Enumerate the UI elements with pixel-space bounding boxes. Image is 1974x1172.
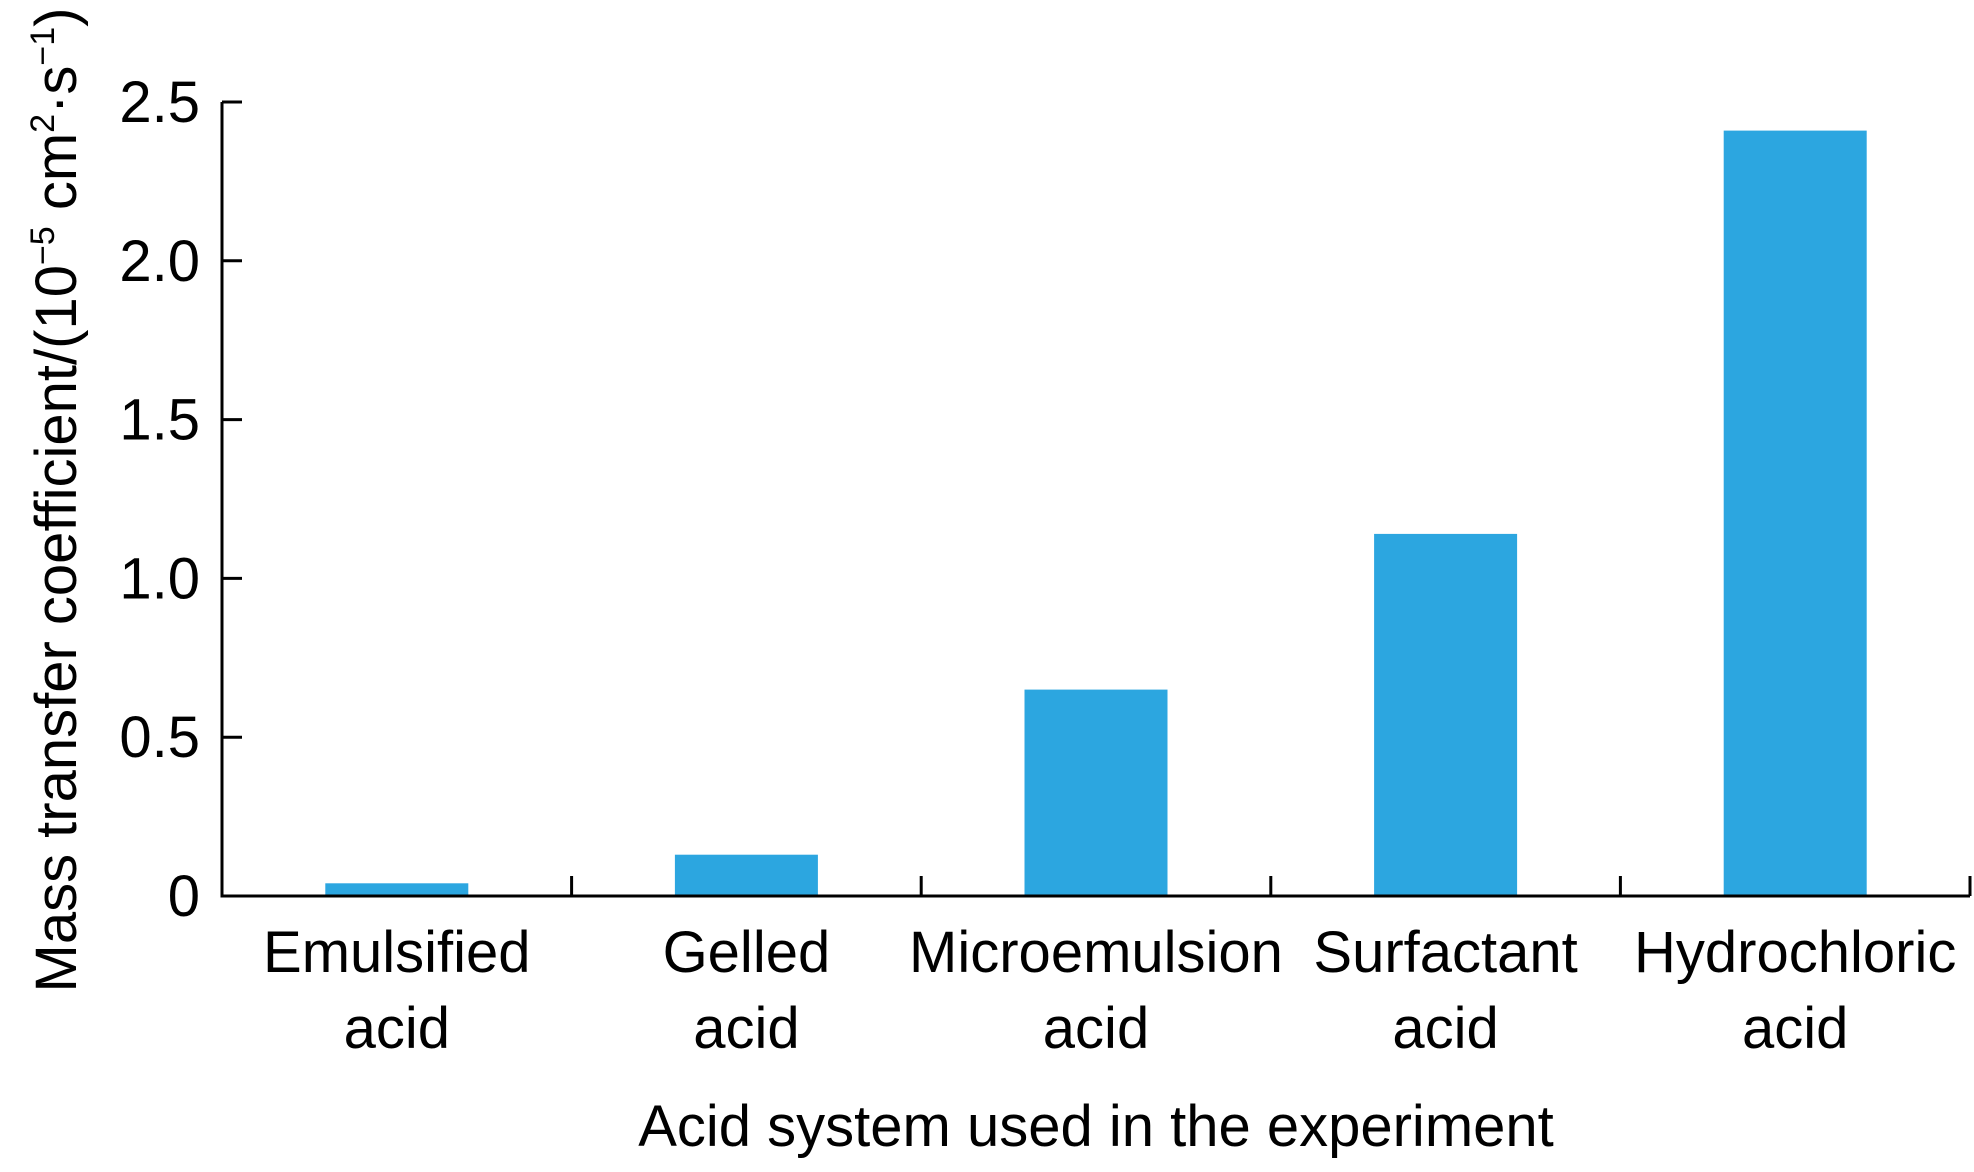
x-category-labels: Emulsified acid Gelled acid Microemulsion aci… (263, 920, 1956, 1061)
bar-2 (674, 854, 818, 896)
bar-5 (1723, 130, 1867, 897)
x-category-label-2-line1: Gelled (663, 920, 831, 985)
y-title-exp3: −1 (24, 27, 62, 66)
x-category-label-3-line1: Microemulsion (909, 920, 1283, 985)
y-title-end: ) (24, 7, 89, 26)
y-tick-label: 2.0 (119, 229, 200, 294)
y-title-mid: cm (24, 133, 89, 226)
x-axis-title: Acid system used in the experiment (638, 1094, 1554, 1159)
x-category-label-1-line2: acid (344, 996, 450, 1061)
y-title-exp2: 2 (24, 114, 62, 133)
y-tick-label: 1.0 (119, 546, 200, 611)
bar-1 (325, 883, 469, 896)
y-title-dot: ·s (24, 66, 89, 114)
y-tick-label: 0 (168, 864, 200, 929)
y-tick-label: 0.5 (119, 705, 200, 770)
x-category-label-4-line1: Surfactant (1313, 920, 1577, 985)
x-category-label-3-line2: acid (1043, 996, 1149, 1061)
y-title-main: Mass transfer coefficient/(10 (24, 265, 89, 992)
y-title-exp1: −5 (24, 226, 62, 265)
axes-group (220, 102, 1970, 898)
bars-group (325, 130, 1867, 897)
x-category-label-4-line2: acid (1392, 996, 1498, 1061)
x-category-label-2-line2: acid (693, 996, 799, 1061)
y-tick-label: 1.5 (119, 388, 200, 453)
y-ticks-group: 0 0.5 1.0 1.5 2.0 2.5 (119, 70, 242, 929)
x-ticks-group (570, 876, 1972, 896)
x-category-label-5-line1: Hydrochloric (1634, 920, 1956, 985)
y-tick-label: 2.5 (119, 70, 200, 135)
x-category-label-5-line2: acid (1742, 996, 1848, 1061)
y-axis-title: Mass transfer coefficient/(10−5 cm2·s−1) (24, 7, 89, 992)
bar-3 (1024, 689, 1168, 896)
bar-4 (1374, 533, 1518, 896)
x-category-label-1-line1: Emulsified (263, 920, 531, 985)
